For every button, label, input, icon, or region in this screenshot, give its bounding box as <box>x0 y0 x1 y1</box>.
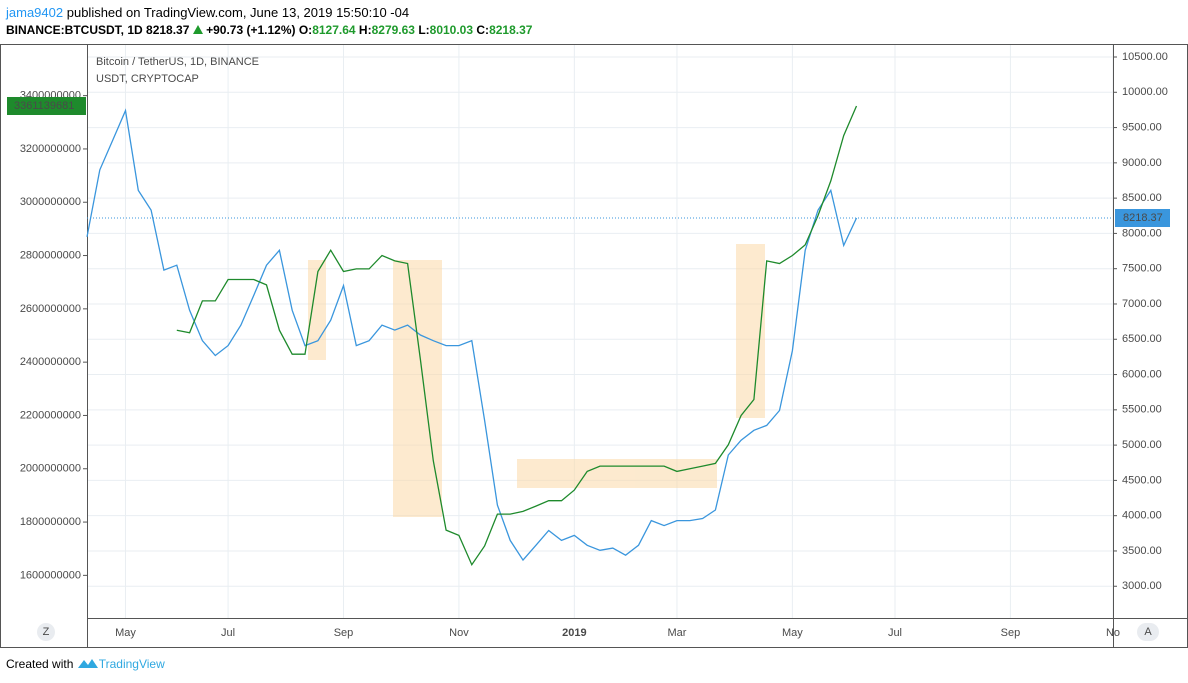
x-tick-label: No <box>1106 627 1120 639</box>
open-label: O: <box>298 23 313 37</box>
x-tick-label: Sep <box>1001 627 1021 639</box>
y2-tick-label: 4000.00 <box>1122 510 1162 522</box>
y2-tick-label: 7500.00 <box>1122 263 1162 275</box>
y-tick-label: 3000000000 <box>20 196 81 208</box>
grid <box>87 45 1114 618</box>
y2-tick-label: 8000.00 <box>1122 227 1162 239</box>
y2-tick-label: 9500.00 <box>1122 121 1162 133</box>
x-tick-label: Nov <box>449 627 469 639</box>
last-value-box <box>7 96 86 115</box>
y2-tick-label: 9000.00 <box>1122 157 1162 169</box>
low-label: L: <box>418 23 430 37</box>
high-label: H: <box>358 23 372 37</box>
close-label: C: <box>476 23 490 37</box>
y-tick-label: 2600000000 <box>20 303 81 315</box>
chart: 3000.00 3500.00 4000.00 4500.00 5000.00 5500.… <box>0 44 1188 648</box>
y-tick-label: 1800000000 <box>20 516 81 528</box>
y2-tick-label: 4500.00 <box>1122 474 1162 486</box>
zoom-button[interactable] <box>37 623 55 641</box>
highlights <box>308 244 765 517</box>
user[interactable]: jama9402 <box>6 5 64 20</box>
legend-entry: Bitcoin / TetherUS, 1D, BINANCE <box>96 56 259 68</box>
high: 8279.63 <box>371 23 415 37</box>
brand[interactable]: TradingView <box>98 657 165 671</box>
published: published on TradingView.com, June 13, 2… <box>66 5 410 20</box>
y2-tick-label: 3000.00 <box>1122 580 1162 592</box>
footer: Created with TradingView <box>6 657 165 671</box>
y2-tick-label: 8500.00 <box>1122 192 1162 204</box>
legend-entry: USDT, CRYPTOCAP <box>96 73 199 85</box>
change: +90.73 (+1.12%) <box>206 23 296 37</box>
y2-tick-label: 5000.00 <box>1122 439 1162 451</box>
x-tick-label: Jul <box>221 627 235 639</box>
y-tick-label: 1600000000 <box>20 569 81 581</box>
created-with: Created with <box>6 657 74 671</box>
x-tick-label: Mar <box>667 627 686 639</box>
y-tick-label: 2400000000 <box>20 356 81 368</box>
y-tick-label: 2800000000 <box>20 249 81 261</box>
y2-tick-label: 7000.00 <box>1122 298 1162 310</box>
y-tick-label: 3200000000 <box>20 143 81 155</box>
series-line <box>176 105 858 567</box>
brand-logo <box>77 659 98 668</box>
ohlc-line: BINANCE:BTCUSDT, 1D 8218.37 +90.73 (+1.1… <box>6 23 532 37</box>
highlight-box <box>517 459 717 488</box>
open: 8127.64 <box>312 23 356 37</box>
symbol: BINANCE:BTCUSDT, 1D <box>6 23 143 37</box>
y2-tick-label: 3500.00 <box>1122 545 1162 557</box>
last-value-label: 3361139681 <box>14 100 74 112</box>
last-value-label: 8218.37 <box>1123 212 1163 224</box>
zoom-button-label[interactable]: Z <box>43 626 50 638</box>
y2-tick-label: 6000.00 <box>1122 368 1162 380</box>
y2-tick-label: 10000.00 <box>1122 86 1168 98</box>
x-tick-label: Sep <box>334 627 354 639</box>
x-tick-label: Jul <box>888 627 902 639</box>
auto-button[interactable] <box>1137 623 1159 641</box>
up-arrow <box>192 25 203 34</box>
publish-line: jama9402 published on TradingView.com, J… <box>6 5 409 20</box>
y2-tick-label: 6500.00 <box>1122 333 1162 345</box>
x-tick-label: May <box>115 627 136 639</box>
y2-tick-label: 10500.00 <box>1122 51 1168 63</box>
last-price: 8218.37 <box>146 23 190 37</box>
highlight-box <box>393 260 442 517</box>
chart-frame <box>0 44 1188 648</box>
y2-tick-label: 5500.00 <box>1122 404 1162 416</box>
y-tick-label: 2000000000 <box>20 463 81 475</box>
x-tick-label: 2019 <box>562 627 586 639</box>
close: 8218.37 <box>489 23 533 37</box>
y-tick-label: 2200000000 <box>20 409 81 421</box>
low: 8010.03 <box>429 23 474 37</box>
x-tick-label: May <box>782 627 803 639</box>
series-line <box>86 108 858 562</box>
auto-button-label[interactable]: A <box>1144 626 1152 638</box>
plot: 3000.00 3500.00 4000.00 4500.00 5000.00 5500.… <box>7 51 1170 639</box>
last-value-box <box>1115 209 1170 228</box>
